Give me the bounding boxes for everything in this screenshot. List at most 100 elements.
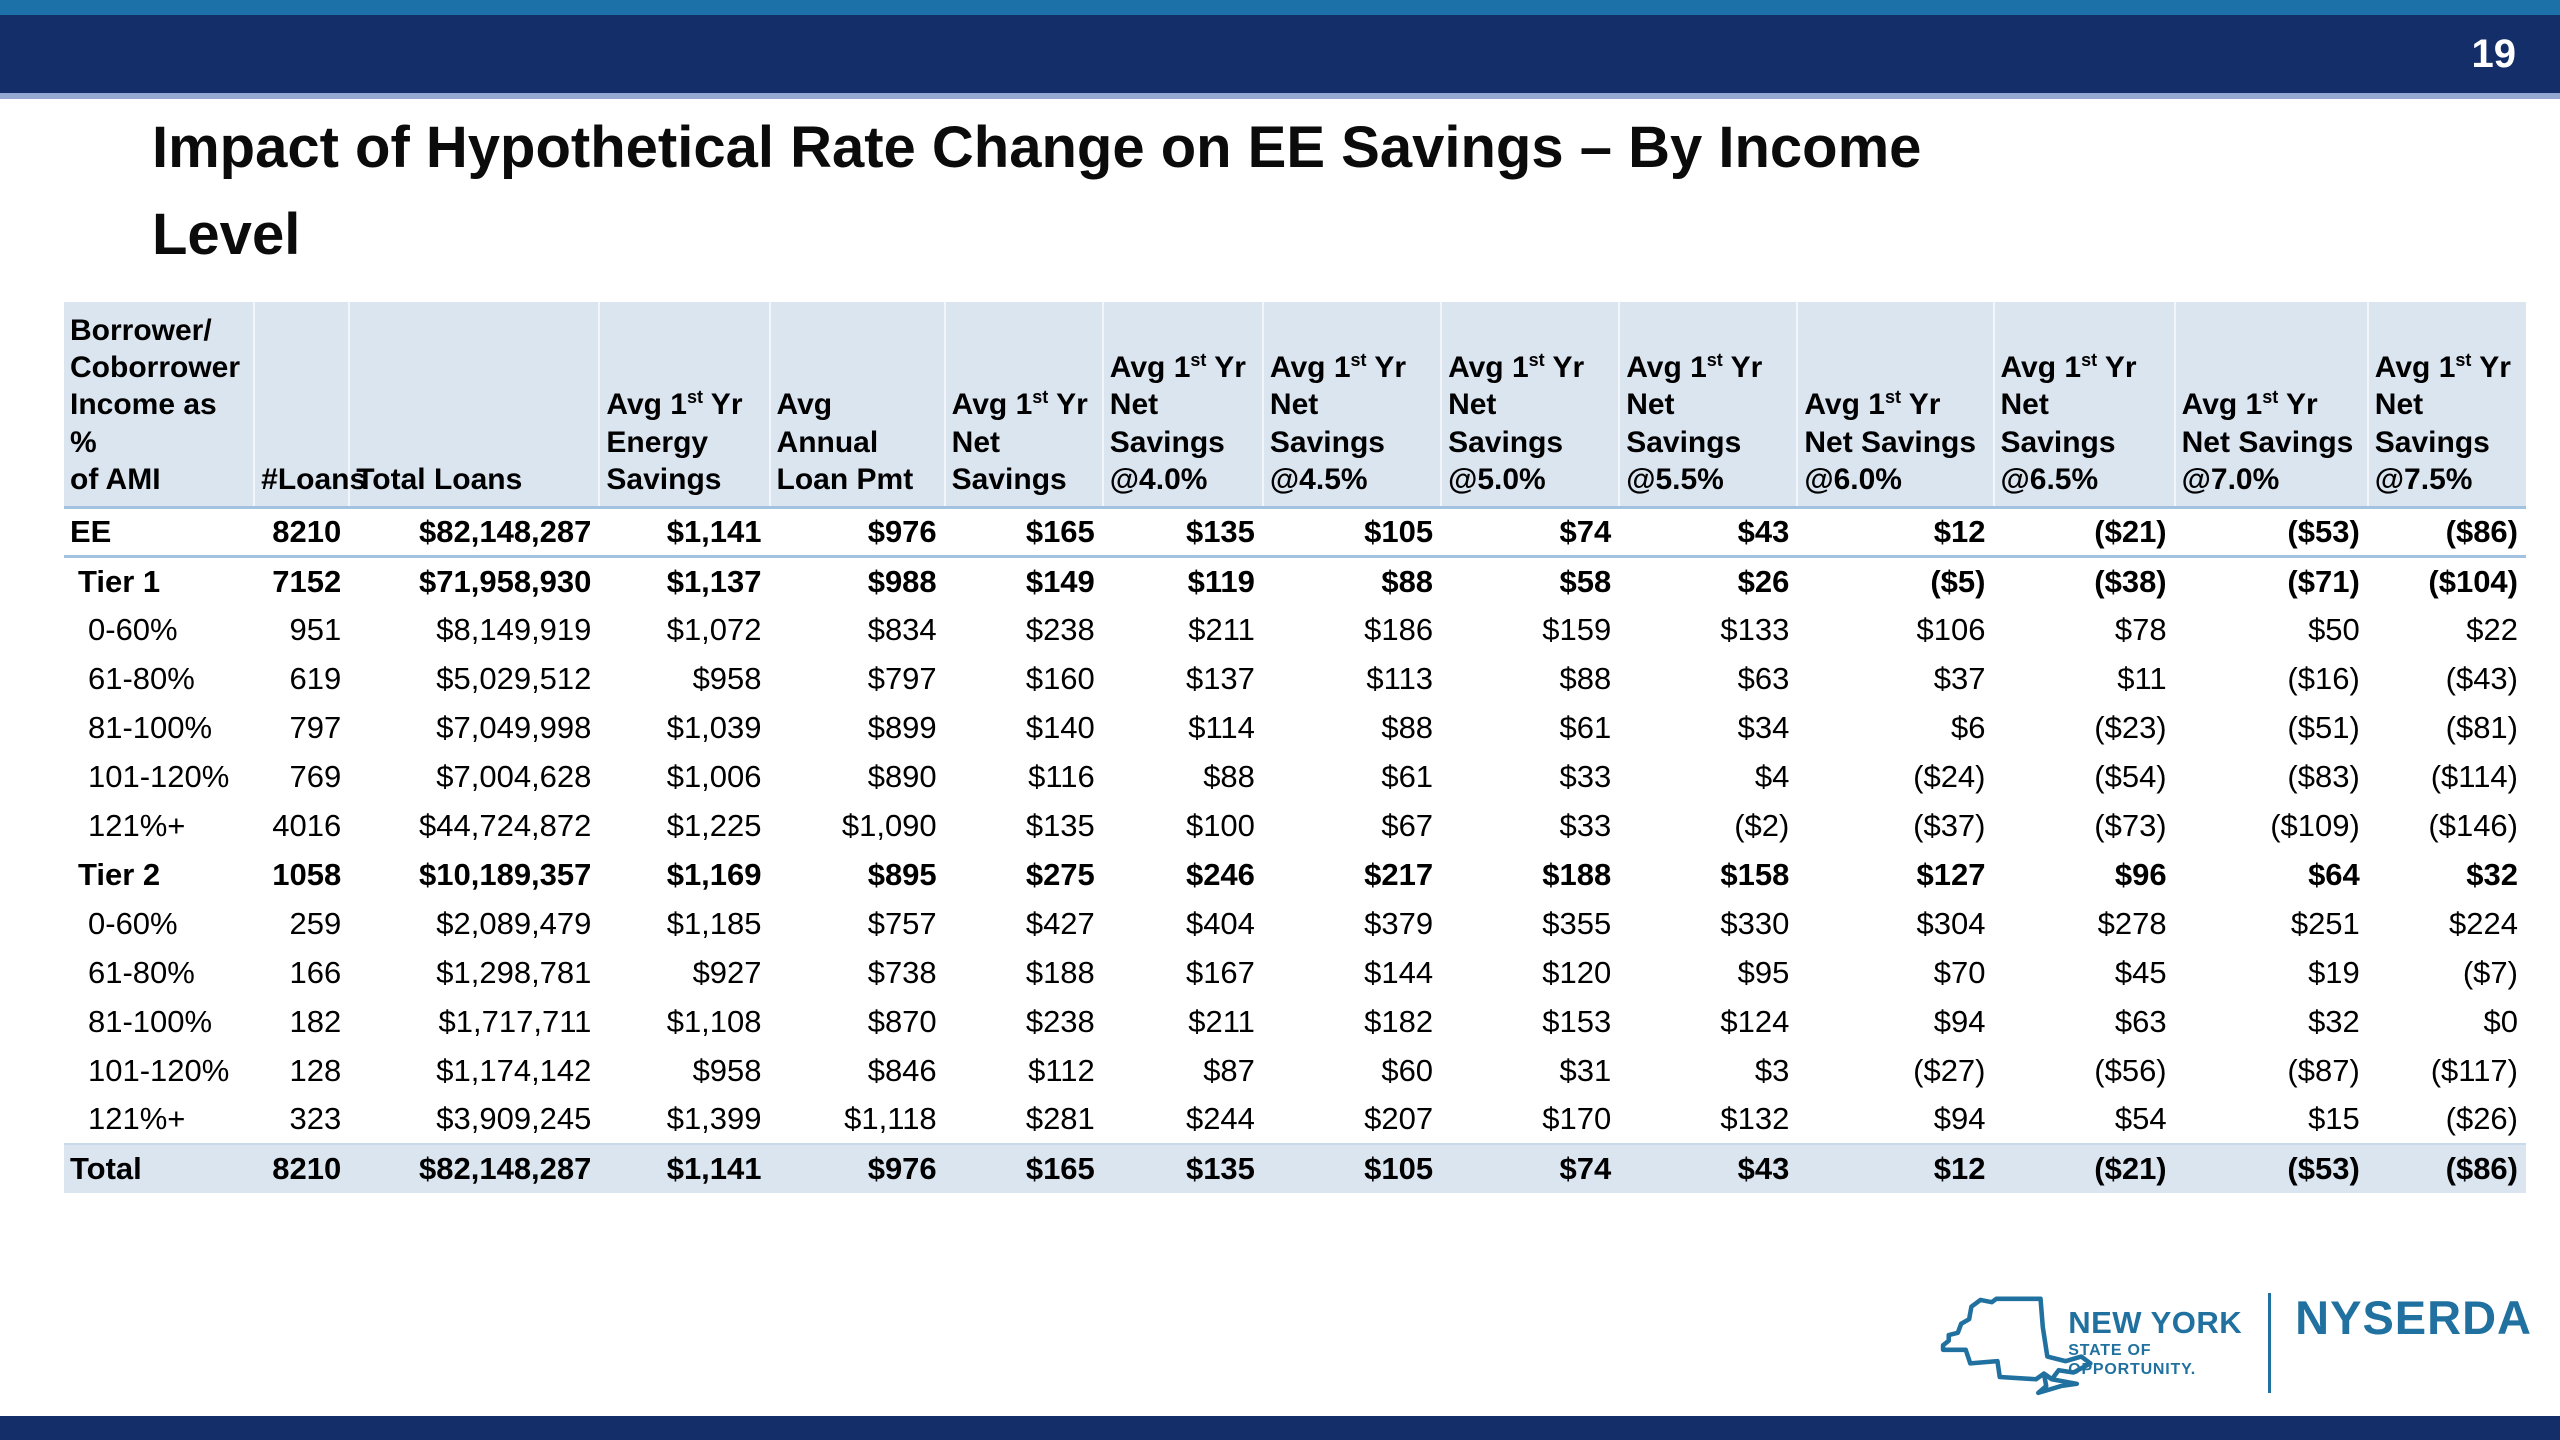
table-cell: $278 [2097, 905, 2167, 941]
table-cell: $1,072 [666, 611, 762, 647]
logo-text-state-of: STATE OF [2068, 1342, 2152, 1360]
bottom-bar [0, 1416, 2560, 1440]
table-cell: $137 [1185, 660, 1255, 696]
table-cell: $797 [867, 660, 937, 696]
table-cell: $133 [1720, 611, 1790, 647]
table-cell: ($5) [1930, 563, 1986, 599]
table-cell: $1,174,142 [436, 1052, 592, 1088]
table-cell: $44,724,872 [419, 807, 592, 843]
table-cell: $100 [1185, 807, 1255, 843]
table-cell: $3 [1754, 1052, 1790, 1088]
table-cell: $34 [1737, 709, 1790, 745]
table-cell: ($73) [2094, 807, 2167, 843]
row-label: 101-120% [88, 1052, 230, 1088]
table-cell: $167 [1185, 954, 1255, 990]
table-cell: $976 [769, 507, 945, 558]
table-cell: $165 [944, 1143, 1103, 1194]
table-row: 0-60% 951 $8,149,919 $1,072 $834 $238 $211 $186… [64, 605, 2526, 654]
table-cell: ($71) [2287, 563, 2360, 599]
table-cell: 166 [289, 954, 342, 990]
table-cell: ($117) [2430, 1052, 2518, 1088]
table-cell: ($104) [2428, 563, 2518, 599]
row-label: 81-100% [88, 709, 213, 745]
table-cell: $74 [1441, 507, 1620, 558]
logo-text-opportunity: OPPORTUNITY. [2068, 1360, 2197, 1378]
savings-table: Borrower/Coborrower Income as % of AMI #Loa… [64, 302, 2526, 1194]
table-cell: ($81) [2445, 709, 2518, 745]
table-cell: ($26) [2445, 1101, 2518, 1137]
table-cell: $246 [1185, 856, 1255, 892]
table-cell: ($37) [1913, 807, 1986, 843]
table-cell: $1,137 [666, 563, 762, 599]
table-cell: $988 [867, 563, 937, 599]
table-cell: $211 [1188, 1003, 1255, 1039]
table-cell: $379 [1364, 905, 1434, 941]
table-cell: $958 [692, 660, 762, 696]
table-cell: 128 [289, 1052, 342, 1088]
row-label: 81-100% [88, 1003, 213, 1039]
table-cell: $7,004,628 [436, 758, 592, 794]
table-row: 81-100% 797 $7,049,998 $1,039 $899 $140 $114 $8… [64, 703, 2526, 752]
table-cell: 619 [289, 660, 342, 696]
table-cell: $71,958,930 [419, 563, 592, 599]
table-cell: $132 [1720, 1101, 1790, 1137]
table-cell: $1,108 [666, 1003, 762, 1039]
table-cell: $82,148,287 [349, 1143, 600, 1194]
table-cell: 259 [289, 905, 342, 941]
table-cell: 8210 [254, 1143, 350, 1194]
logo-brand: NYSERDA [2295, 1291, 2532, 1344]
table-cell: 797 [289, 709, 342, 745]
table-cell: $158 [1720, 856, 1790, 892]
table-cell: $188 [1025, 954, 1095, 990]
table-cell: $0 [2483, 1003, 2518, 1039]
table-cell: $899 [867, 709, 937, 745]
table-cell: $1,141 [599, 507, 770, 558]
table-cell: $10,189,357 [419, 856, 592, 892]
table-cell: $112 [1028, 1052, 1095, 1088]
column-header: Avg 1st Yr Net Savings [943, 302, 1103, 509]
table-cell: ($51) [2287, 709, 2360, 745]
savings-table-wrapper: Borrower/Coborrower Income as % of AMI #Loa… [64, 302, 2526, 1194]
table-row: EE 8210 $82,148,287 $1,141 $976 $165 $135 $105 $… [64, 507, 2526, 558]
table-cell: $31 [1559, 1052, 1612, 1088]
column-header: Avg 1st Yr Energy Savings [598, 302, 770, 509]
table-row: 121%+ 4016 $44,724,872 $1,225 $1,090 $135 $100… [64, 801, 2526, 850]
table-cell: 4016 [272, 807, 342, 843]
table-cell: $170 [1542, 1101, 1612, 1137]
table-cell: $186 [1364, 611, 1434, 647]
table-cell: $1,399 [666, 1101, 762, 1137]
table-cell: ($24) [1913, 758, 1986, 794]
table-cell: ($114) [2430, 758, 2518, 794]
table-cell: $958 [692, 1052, 762, 1088]
table-cell: $1,169 [666, 856, 762, 892]
table-cell: $120 [1542, 954, 1612, 990]
column-header: Avg 1st Yr Net Savings @4.5% [1261, 302, 1442, 509]
table-cell: $149 [1025, 563, 1095, 599]
table-cell: $43 [1619, 507, 1798, 558]
row-label: 121%+ [88, 1101, 186, 1137]
new-york-state-icon [1941, 1296, 2093, 1396]
table-row: 101-120% 769 $7,004,628 $1,006 $890 $116 $88 $6… [64, 752, 2526, 801]
table-cell: $94 [1933, 1003, 1986, 1039]
table-cell: $1,141 [599, 1143, 770, 1194]
table-cell: $124 [1720, 1003, 1790, 1039]
column-header: Avg 1st Yr Net Savings @4.0% [1101, 302, 1263, 509]
table-cell: $5,029,512 [436, 660, 592, 696]
table-cell: $8,149,919 [436, 611, 592, 647]
column-header: Borrower/Coborrower Income as % of AMI [64, 302, 255, 509]
table-cell: $33 [1559, 758, 1612, 794]
table-cell: ($23) [2094, 709, 2167, 745]
table-cell: $182 [1364, 1003, 1434, 1039]
table-cell: $26 [1737, 563, 1790, 599]
table-cell: $1,717,711 [438, 1003, 592, 1039]
table-cell: $6 [1951, 709, 1986, 745]
table-row: 81-100% 182 $1,717,711 $1,108 $870 $238 $211 $1… [64, 997, 2526, 1046]
table-cell: $88 [1203, 758, 1255, 794]
table-cell: $88 [1559, 660, 1612, 696]
row-label: Total [64, 1143, 255, 1194]
table-cell: ($86) [2367, 507, 2526, 558]
table-header: Borrower/Coborrower Income as % of AMI #Loa… [64, 302, 2526, 509]
column-header: Avg 1st Yr Net Savings @6.0% [1796, 302, 1994, 509]
table-cell: $37 [1933, 660, 1986, 696]
table-cell: $33 [1559, 807, 1612, 843]
